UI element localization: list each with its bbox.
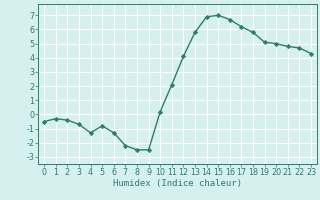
X-axis label: Humidex (Indice chaleur): Humidex (Indice chaleur) [113, 179, 242, 188]
